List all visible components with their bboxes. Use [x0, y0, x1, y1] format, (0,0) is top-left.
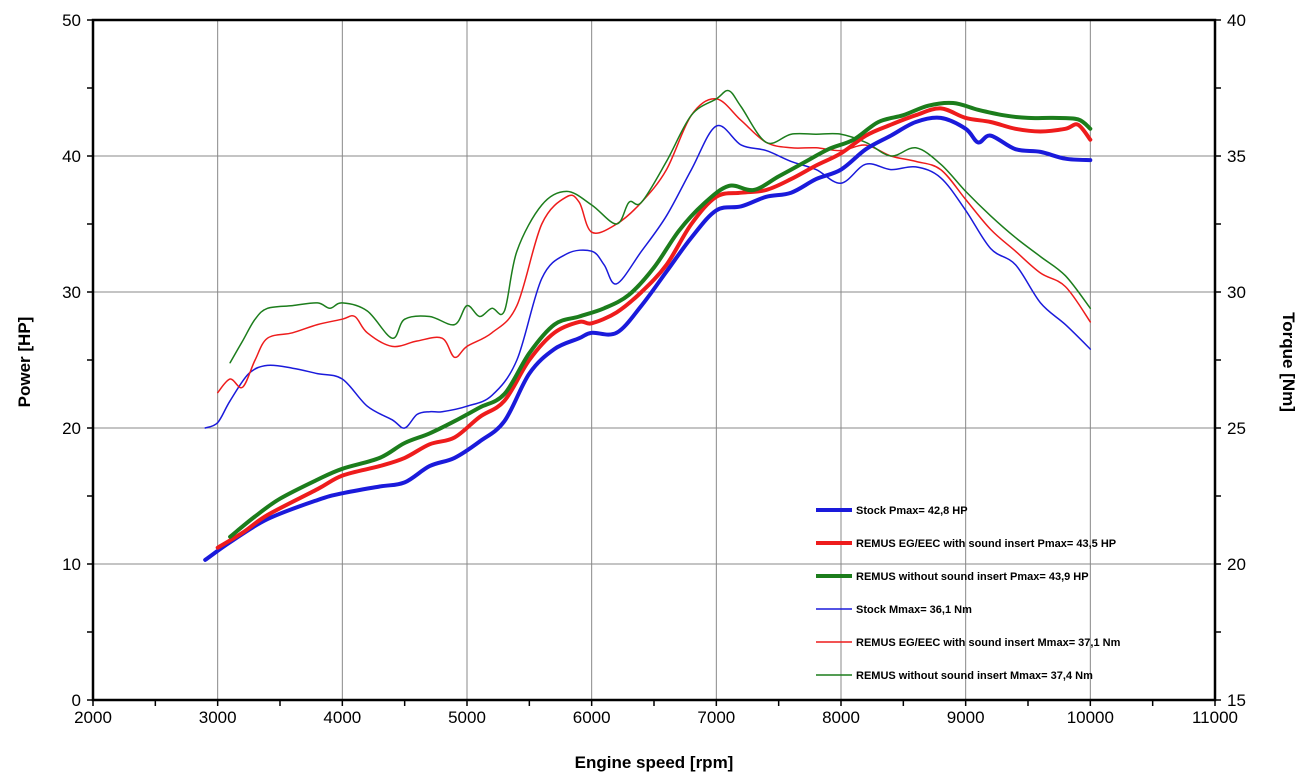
x-tick-label: 2000 — [74, 708, 112, 727]
y-tick-label: 10 — [62, 555, 81, 574]
legend-label: Stock Mmax= 36,1 Nm — [856, 604, 972, 616]
legend-label: REMUS without sound insert Mmax= 37,4 Nm — [856, 670, 1093, 682]
x-axis-ticks: 2000 3000 4000 5000 6000 7000 8000 9000 10000 110… — [74, 700, 1238, 727]
y-tick-label: 0 — [72, 691, 81, 710]
x-tick-label: 5000 — [448, 708, 486, 727]
y2-tick-label: 40 — [1227, 11, 1246, 30]
x-tick-label: 9000 — [947, 708, 985, 727]
series-line-0 — [203, 115, 1093, 562]
legend-label: REMUS without sound insert Pmax= 43,9 HP — [856, 571, 1089, 583]
y2-tick-label: 30 — [1227, 283, 1246, 302]
x-tick-label: 7000 — [697, 708, 735, 727]
x-tick-label: 10000 — [1067, 708, 1114, 727]
y2-tick-label: 20 — [1227, 555, 1246, 574]
x-tick-label: 6000 — [573, 708, 611, 727]
series-line-2 — [228, 100, 1093, 539]
legend-label: Stock Pmax= 42,8 HP — [856, 505, 968, 517]
y2-tick-label: 35 — [1227, 147, 1246, 166]
y-axis-title: Power [HP] — [15, 317, 34, 408]
x-tick-label: 8000 — [822, 708, 860, 727]
y2-axis-ticks: 15 20 25 30 35 40 — [1215, 11, 1246, 710]
y2-tick-label: 15 — [1227, 691, 1246, 710]
series-line-1 — [215, 106, 1093, 550]
y2-tick-label: 25 — [1227, 419, 1246, 438]
legend: Stock Pmax= 42,8 HP REMUS EG/EEC with sou… — [816, 505, 1121, 682]
x-axis-title: Engine speed [rpm] — [575, 753, 734, 772]
plot-frame — [91, 18, 1217, 702]
series-line-4 — [216, 98, 1092, 394]
legend-label: REMUS EG/EEC with sound insert Mmax= 37,… — [856, 637, 1121, 649]
y-tick-label: 40 — [62, 147, 81, 166]
legend-label: REMUS EG/EEC with sound insert Pmax= 43,… — [856, 538, 1116, 550]
y-axis-ticks: 0 10 20 30 40 50 — [62, 11, 93, 710]
series-line-3 — [204, 124, 1092, 429]
y-tick-label: 50 — [62, 11, 81, 30]
x-tick-label: 4000 — [323, 708, 361, 727]
grid — [92, 19, 1216, 701]
y-tick-label: 20 — [62, 419, 81, 438]
y-tick-label: 30 — [62, 283, 81, 302]
x-tick-label: 11000 — [1192, 708, 1238, 727]
series-line-5 — [229, 89, 1092, 364]
x-tick-label: 3000 — [199, 708, 237, 727]
series-layer — [203, 89, 1093, 562]
y2-axis-title: Torque [Nm] — [1279, 312, 1298, 412]
